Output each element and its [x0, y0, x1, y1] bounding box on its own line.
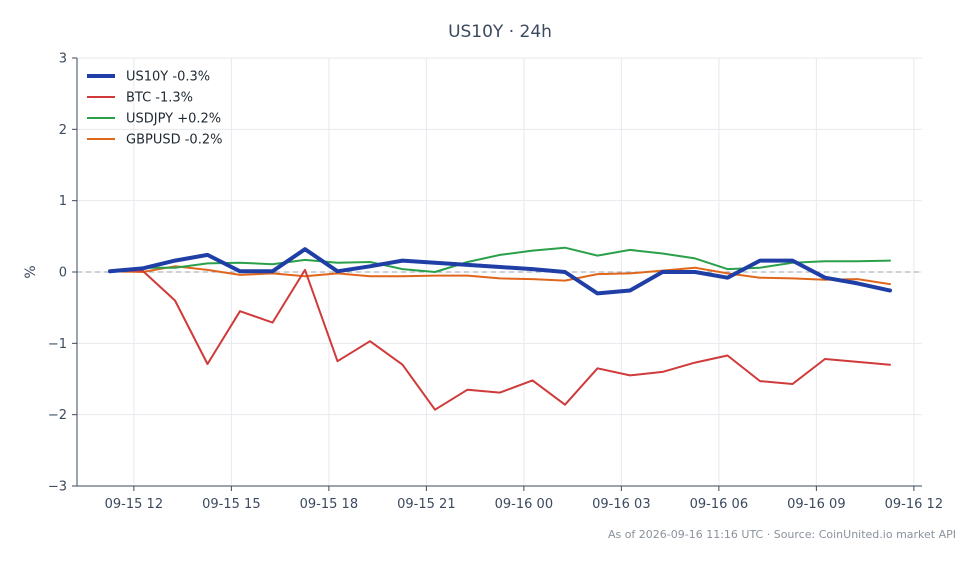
x-tick-label: 09-15 18 — [300, 497, 358, 512]
source-footer: As of 2026-09-16 11:16 UTC · Source: Coi… — [608, 528, 956, 541]
x-tick-label: 09-16 12 — [885, 497, 943, 512]
series-line-0 — [108, 247, 892, 296]
legend-label-0: US10Y -0.3% — [126, 70, 210, 85]
series-line-1 — [109, 268, 891, 411]
x-tick-label: 09-15 21 — [397, 497, 455, 512]
x-tick-label: 09-16 09 — [787, 497, 845, 512]
legend-label-2: USDJPY +0.2% — [126, 112, 221, 127]
y-tick-label: 0 — [59, 266, 67, 281]
chart-title: US10Y · 24h — [448, 22, 552, 42]
series-line-2 — [109, 246, 891, 273]
y-tick-label: −2 — [48, 408, 67, 423]
x-tick-label: 09-16 06 — [690, 497, 748, 512]
x-tick-label: 09-15 15 — [202, 497, 260, 512]
y-tick-label: 2 — [59, 123, 67, 138]
legend: US10Y -0.3% BTC -1.3% USDJPY +0.2% GBPUSD -… — [87, 70, 222, 148]
y-tick-label: −1 — [48, 337, 67, 352]
y-tick-label: 3 — [59, 52, 67, 67]
y-tick-label: −3 — [48, 480, 67, 495]
y-axis-label: % — [23, 265, 39, 278]
axes: 3 2 1 0 −1 −2 −3 09-15 12 09-15 15 09-15 18 09-15 … — [48, 52, 943, 513]
y-tick-label: 1 — [59, 194, 67, 209]
legend-label-3: GBPUSD -0.2% — [126, 133, 222, 148]
x-tick-label: 09-16 00 — [495, 497, 553, 512]
series-line-3 — [109, 265, 891, 286]
x-tick-label: 09-16 03 — [592, 497, 650, 512]
series-lines — [108, 246, 892, 411]
x-tick-label: 09-15 12 — [105, 497, 163, 512]
legend-label-1: BTC -1.3% — [126, 91, 193, 106]
